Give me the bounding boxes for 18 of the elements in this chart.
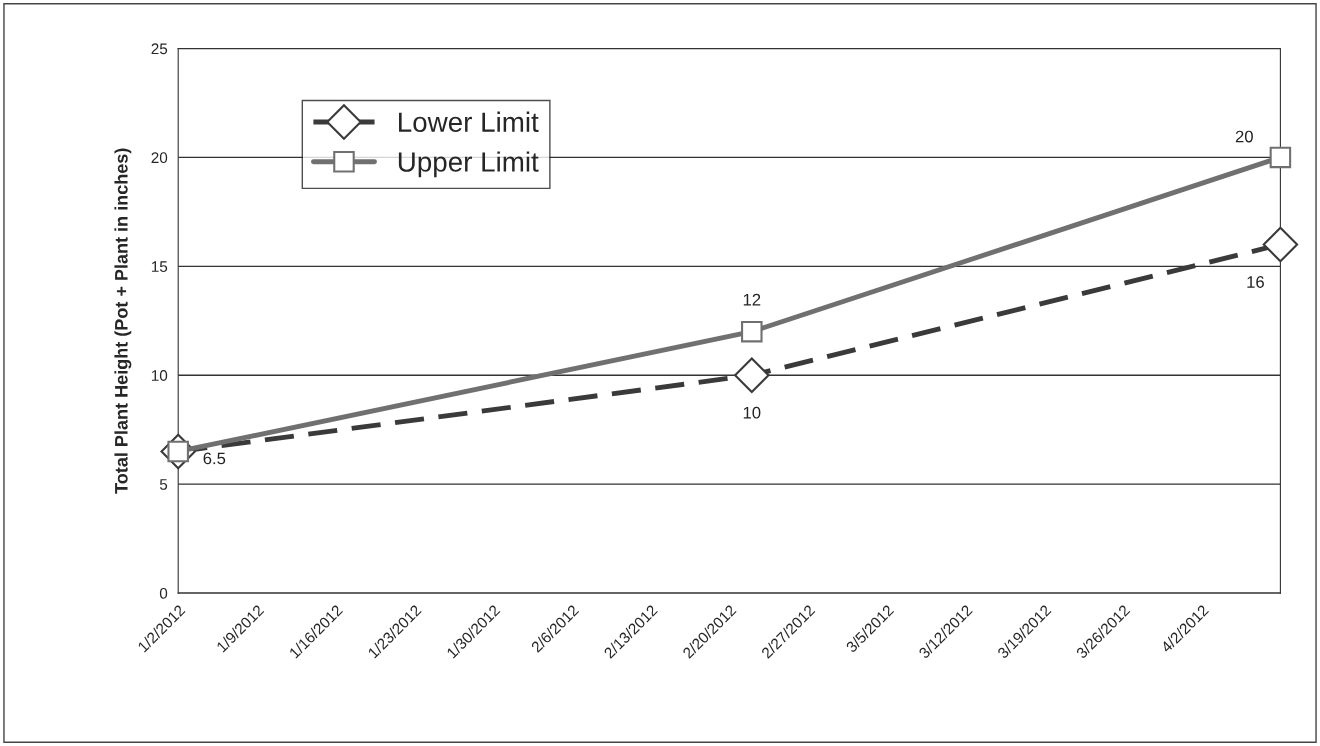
data-label: 20	[1235, 130, 1253, 143]
y-tick-label: 5	[159, 479, 168, 490]
data-label: 12	[743, 293, 761, 306]
point	[1262, 226, 1299, 263]
y-axis-title: Total Plant Height (Pot + Plant in inches)	[114, 148, 132, 494]
y-tick-label: 25	[151, 43, 168, 55]
y-tick-label: 15	[151, 261, 168, 273]
y-tick-label: 20	[151, 152, 168, 164]
legend-label: Upper Limit	[398, 151, 539, 178]
point	[741, 320, 763, 343]
y-tick-label: 10	[151, 370, 168, 381]
data-label: 6.5	[203, 452, 226, 465]
data-label: 16	[1247, 276, 1264, 288]
point	[734, 357, 770, 393]
y-tick-label: 0	[159, 587, 168, 599]
point	[1269, 146, 1292, 169]
legend-label: Lower Limit	[399, 111, 539, 133]
data-label: 10	[743, 406, 761, 419]
